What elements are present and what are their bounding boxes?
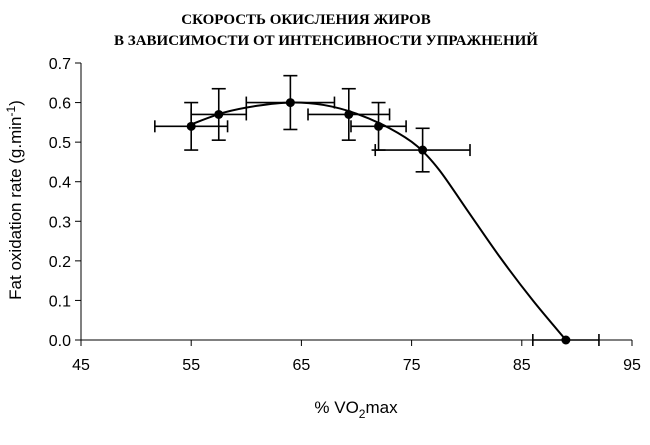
chart-title-line-2: В ЗАВИСИМОСТИ ОТ ИНТЕНСИВНОСТИ УПРАЖНЕНИ…: [114, 32, 538, 49]
x-axis-label: % VO2max: [314, 398, 398, 421]
y-axis-label: Fat oxidation rate (g.min-1): [4, 100, 25, 300]
data-point: [418, 145, 428, 155]
data-point: [561, 335, 571, 345]
y-tick-label: 0.2: [49, 254, 71, 271]
data-point: [374, 121, 384, 131]
y-tick-label: 0.3: [49, 214, 71, 231]
y-axis-ticks: 0.0 0.1 0.2 0.3 0.4 0.5 0.6 0.7: [49, 56, 81, 350]
x-tick-label: 95: [623, 357, 641, 374]
y-tick-label: 0.4: [49, 175, 71, 192]
x-tick-label: 65: [293, 357, 311, 374]
data-points: [186, 98, 571, 345]
data-point: [285, 98, 295, 108]
x-axis-ticks: 45 55 65 75 85 95: [72, 340, 641, 374]
x-tick-label: 45: [72, 357, 90, 374]
x-tick-label: 85: [513, 357, 531, 374]
data-point: [186, 121, 196, 131]
y-tick-label: 0.1: [49, 293, 71, 310]
y-tick-label: 0.5: [49, 135, 71, 152]
y-tick-label: 0.6: [49, 96, 71, 113]
chart-title-line-1: СКОРОСТЬ ОКИСЛЕНИЯ ЖИРОВ: [181, 12, 430, 28]
x-tick-label: 55: [182, 357, 200, 374]
data-point: [214, 109, 224, 119]
fit-curve: [190, 101, 567, 341]
data-point: [344, 109, 354, 119]
x-tick-label: 75: [403, 357, 421, 374]
axes: [80, 63, 632, 341]
y-tick-label: 0.7: [49, 56, 71, 73]
y-tick-label: 0.0: [49, 333, 71, 350]
